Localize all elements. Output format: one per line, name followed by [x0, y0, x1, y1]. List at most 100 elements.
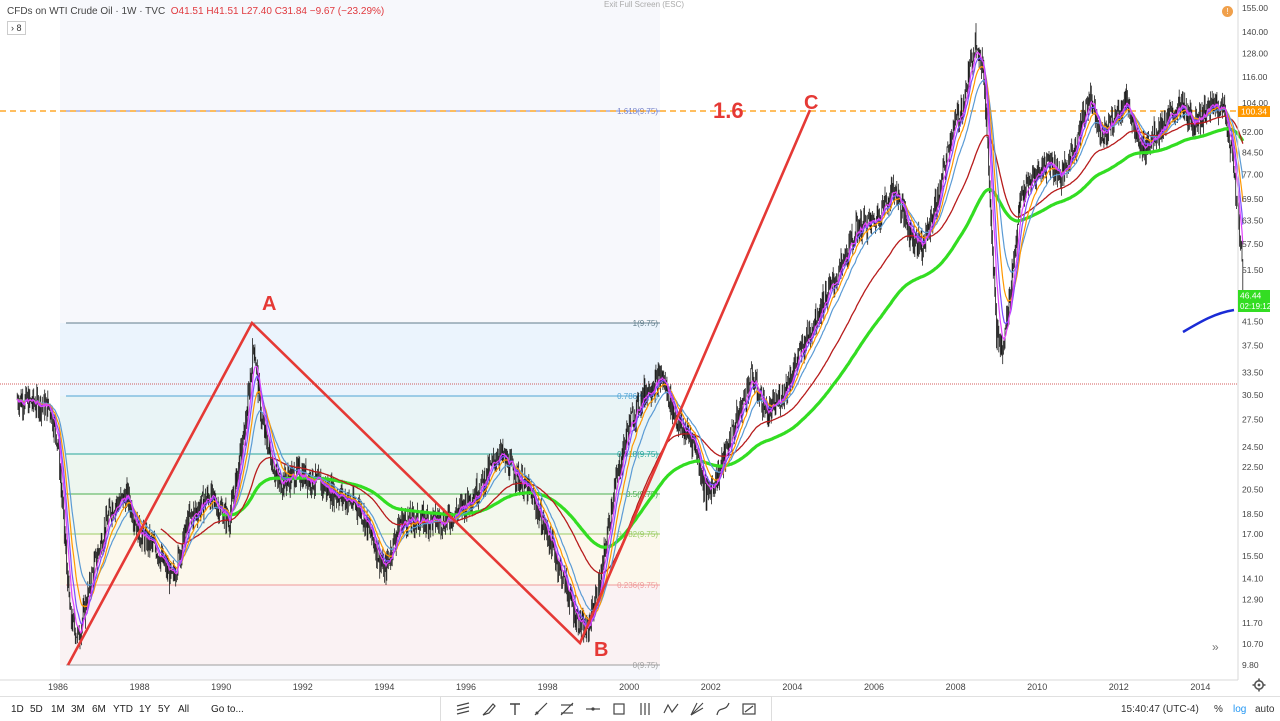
timeframe-1m[interactable]: 1M	[51, 704, 65, 715]
ma-red-line	[160, 115, 1244, 575]
price-axis-tick: 92.00	[1242, 127, 1264, 137]
price-axis-tick: 77.00	[1242, 169, 1264, 179]
horizontal-line-icon[interactable]	[585, 701, 601, 717]
goto-date-button[interactable]: Go to...	[211, 704, 244, 715]
timeframe-5d[interactable]: 5D	[30, 704, 43, 715]
drawing-toolbar	[440, 696, 772, 721]
timeframe-all[interactable]: All	[178, 704, 190, 715]
price-axis-tick: 24.50	[1242, 442, 1264, 452]
price-axis-tick: 10.70	[1242, 639, 1264, 649]
time-axis-tick: 1998	[538, 682, 558, 692]
price-axis-tick: 37.50	[1242, 341, 1264, 351]
price-tag-countdown: 02:19:12	[1240, 302, 1272, 311]
symbol-title[interactable]: CFDs on WTI Crude Oil · 1W · TVC	[7, 6, 166, 17]
time-axis-tick: 2004	[782, 682, 802, 692]
auto-scale-toggle[interactable]: auto	[1255, 704, 1275, 715]
log-scale-toggle[interactable]: log	[1233, 704, 1247, 715]
settings-gear-icon[interactable]	[1252, 678, 1266, 692]
gann-fan-icon[interactable]	[689, 701, 705, 717]
price-axis-tick: 104.00	[1242, 98, 1268, 108]
price-axis-tick: 14.10	[1242, 573, 1264, 583]
price-tag-last	[1238, 290, 1270, 312]
time-axis-tick: 1988	[130, 682, 150, 692]
price-axis-tick: 11.70	[1242, 618, 1263, 628]
fib-label: 0.382(9.75)	[617, 530, 658, 539]
fib-label: 0(9.75)	[633, 661, 659, 670]
time-axis-tick: 1990	[211, 682, 231, 692]
price-axis-tick: 27.50	[1242, 414, 1264, 424]
time-axis-tick: 2002	[701, 682, 721, 692]
time-axis-tick: 2008	[946, 682, 966, 692]
timeframe-6m[interactable]: 6M	[92, 704, 106, 715]
trend-lines-icon[interactable]	[455, 701, 471, 717]
ratio-label: 1.6	[713, 98, 744, 123]
ohlc-values: O41.51 H41.51 L27.40 C31.84 −9.67 (−23.2…	[170, 6, 385, 17]
price-axis-tick: 33.50	[1242, 368, 1264, 378]
fib-zone-2	[60, 396, 660, 454]
time-axis-tick: 2000	[619, 682, 639, 692]
price-axis-tick: 155.00	[1242, 3, 1268, 13]
abc-pattern-lines[interactable]	[66, 109, 812, 666]
fib-label: 0.618(9.75)	[617, 450, 658, 459]
chart-legend: CFDs on WTI Crude Oil · 1W · TVC O41.51 …	[7, 6, 384, 17]
forecast-icon[interactable]	[741, 701, 757, 717]
time-axis-tick: 1992	[293, 682, 313, 692]
time-axis-tick: 1986	[48, 682, 68, 692]
price-axis-tick: 84.50	[1242, 147, 1264, 157]
scroll-to-realtime-icon[interactable]: »	[1212, 640, 1219, 654]
time-axis[interactable]: 1986 1988 1990 1992 1994 1996 1998 2000 2002 2004…	[48, 682, 1210, 692]
price-tag-dashed	[1238, 106, 1270, 117]
price-axis-tick: 12.90	[1242, 595, 1264, 605]
fib-label: 0.236(9.75)	[617, 581, 658, 590]
path-icon[interactable]	[715, 701, 731, 717]
blue-projection-line[interactable]	[1182, 308, 1235, 334]
indicator-collapse-button[interactable]: › 8	[7, 21, 26, 35]
time-axis-tick: 2006	[864, 682, 884, 692]
ray-icon[interactable]	[533, 701, 549, 717]
timeframe-1d[interactable]: 1D	[11, 704, 24, 715]
fib-icon[interactable]	[559, 701, 575, 717]
brush-icon[interactable]	[481, 701, 497, 717]
price-axis[interactable]: 155.00 140.00 128.00 116.00 104.00 92.00 84.50…	[1242, 3, 1268, 670]
text-icon[interactable]	[507, 701, 523, 717]
point-b-label: B	[594, 639, 608, 661]
wave-icon[interactable]	[663, 701, 679, 717]
price-axis-tick: 22.50	[1242, 462, 1264, 472]
point-c-label: C	[804, 92, 818, 114]
time-axis-tick: 2012	[1109, 682, 1129, 692]
price-tag-text: 46.44	[1240, 291, 1262, 301]
price-axis-tick: 18.50	[1242, 509, 1264, 519]
price-axis-tick: 116.00	[1242, 72, 1268, 82]
time-axis-tick: 1996	[456, 682, 476, 692]
exit-fullscreen-hint[interactable]: Exit Full Screen (ESC)	[604, 0, 685, 9]
price-axis-tick: 57.50	[1242, 239, 1264, 249]
timeframe-ytd[interactable]: YTD	[113, 704, 133, 715]
price-chart[interactable]: 1.618(9.75) 1(9.75) 0.786(9.75) 0.618(9.…	[0, 0, 1280, 696]
ema-magenta-line	[16, 51, 1244, 634]
timeframe-5y[interactable]: 5Y	[158, 704, 171, 715]
price-tag-text: 100.34	[1241, 107, 1267, 117]
price-axis-tick: 140.00	[1242, 27, 1268, 37]
ema-violet-line	[16, 56, 1244, 626]
alert-icon[interactable]: !	[1222, 6, 1233, 17]
timeframe-1y[interactable]: 1Y	[139, 704, 152, 715]
price-axis-tick: 51.50	[1242, 265, 1264, 275]
rectangle-icon[interactable]	[611, 701, 627, 717]
moving-averages	[16, 51, 1245, 634]
point-a-label: A	[262, 293, 276, 315]
price-axis-tick: 30.50	[1242, 390, 1264, 400]
time-axis-tick: 1994	[374, 682, 394, 692]
price-axis-tick: 63.50	[1242, 215, 1264, 225]
pitchfork-icon[interactable]	[637, 701, 653, 717]
fib-label: 1(9.75)	[633, 319, 659, 328]
price-axis-tick: 69.50	[1242, 194, 1264, 204]
percent-scale-toggle[interactable]: %	[1214, 704, 1223, 715]
time-axis-tick: 2010	[1027, 682, 1047, 692]
fib-label: 1.618(9.75)	[617, 107, 658, 116]
price-axis-tick: 15.50	[1242, 551, 1264, 561]
fib-zone-1	[60, 323, 660, 396]
timeframe-3m[interactable]: 3M	[71, 704, 85, 715]
time-axis-tick: 2014	[1190, 682, 1210, 692]
ma-green-line	[222, 127, 1245, 549]
clock-readout[interactable]: 15:40:47 (UTC-4)	[1121, 704, 1199, 715]
